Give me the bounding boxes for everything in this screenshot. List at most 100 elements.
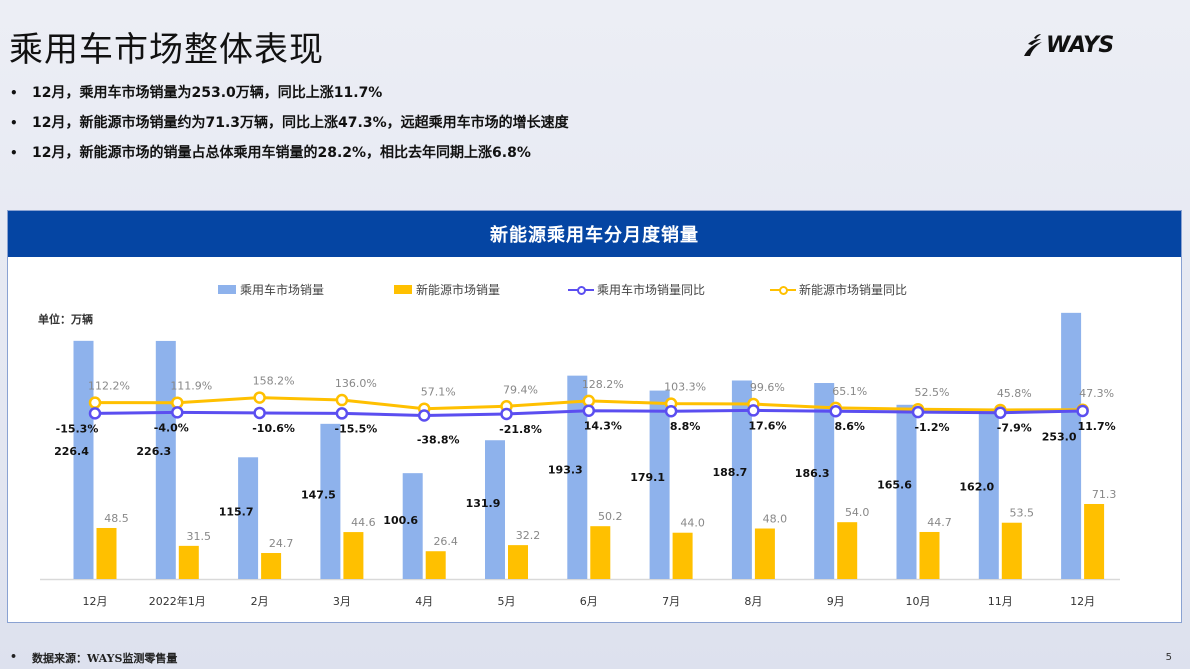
bar-label-nev: 54.0	[845, 506, 870, 519]
label-nev-yoy: 99.6%	[750, 381, 785, 394]
bar-nev-sales	[754, 528, 775, 579]
label-pv-yoy: -38.8%	[417, 433, 460, 446]
bar-nev-sales	[178, 545, 199, 579]
legend-line-marker-icon	[770, 285, 796, 295]
marker-nev-yoy	[582, 394, 596, 408]
bar-label-nev: 53.5	[1010, 507, 1035, 520]
label-nev-yoy: 136.0%	[335, 377, 377, 390]
marker-pv-yoy	[829, 404, 842, 418]
marker-pv-yoy	[335, 407, 349, 420]
bar-nev-sales	[425, 551, 446, 579]
label-pv-yoy: 11.7%	[1078, 420, 1116, 433]
bar-pv-sales	[896, 404, 917, 579]
bar-label-pv: 188.7	[713, 466, 748, 479]
legend-item-nev-sales: 新能源市场销量	[394, 281, 500, 298]
bar-label-nev: 44.0	[680, 517, 705, 530]
bar-label-pv: 162.0	[959, 480, 994, 493]
ways-logo-icon	[1024, 34, 1042, 56]
bar-label-nev: 50.2	[598, 510, 623, 523]
page-title: 乘用车市场整体表现	[9, 30, 324, 70]
legend-label: 乘用车市场销量同比	[597, 283, 706, 297]
marker-pv-yoy	[582, 404, 596, 417]
chart-panel: 新能源乘用车分月度销量 乘用车市场销量 新能源市场销量 乘用车市场销量同比 新能…	[7, 210, 1182, 623]
label-nev-yoy: 103.3%	[664, 381, 706, 394]
bullet-text: 12月，新能源市场销量约为71.3万辆，同比上涨47.3%，远超乘用车市场的增长…	[32, 115, 569, 131]
x-tick-label: 6月	[580, 595, 598, 608]
x-tick-label: 12月	[1070, 595, 1095, 608]
bar-nev-sales	[672, 532, 693, 579]
x-tick-label: 3月	[333, 595, 351, 608]
combo-chart-plot: 226.4 48.5 12月 226.3 31.5 2022年1月 115.7 24.7 2月 1…	[40, 312, 1120, 608]
label-pv-yoy: -15.5%	[335, 422, 378, 435]
bar-label-pv: 226.3	[136, 445, 171, 458]
unit-label: 单位：万辆	[38, 313, 93, 326]
legend-item-nev-yoy: 新能源市场销量同比	[770, 281, 907, 298]
bar-label-pv: 186.3	[795, 467, 830, 480]
bullet-item: • 12月，乘用车市场销量为253.0万辆，同比上涨11.7%	[10, 85, 383, 101]
x-tick-label: 12月	[83, 595, 108, 608]
legend-label: 乘用车市场销量	[240, 283, 325, 297]
bar-pv-sales	[73, 340, 94, 579]
bar-pv-sales	[978, 408, 999, 579]
logo-text: WAYS	[1046, 32, 1114, 58]
summary-bullets: • 12月，乘用车市场销量为253.0万辆，同比上涨11.7% • 12月，新能源市…	[10, 86, 569, 176]
bar-pv-sales	[814, 383, 835, 579]
bullet-text: 12月，乘用车市场销量为253.0万辆，同比上涨11.7%	[32, 85, 383, 101]
x-tick-label: 2022年1月	[149, 594, 206, 608]
label-pv-yoy: -10.6%	[252, 422, 295, 435]
bar-nev-sales	[590, 526, 611, 579]
bar-label-pv: 165.6	[877, 478, 912, 491]
page-number: 5	[1165, 652, 1172, 663]
marker-pv-yoy	[664, 404, 678, 418]
bullet-item: • 12月，新能源市场销量约为71.3万辆，同比上涨47.3%，远超乘用车市场的增…	[10, 115, 569, 131]
marker-pv-yoy	[994, 406, 1007, 419]
x-tick-label: 9月	[827, 595, 845, 608]
label-pv-yoy: -1.2%	[914, 421, 949, 434]
label-pv-yoy: 14.3%	[584, 420, 622, 433]
label-nev-yoy: 57.1%	[421, 386, 456, 399]
bar-label-nev: 44.6	[351, 516, 376, 529]
bar-pv-sales	[320, 423, 341, 579]
legend-swatch	[218, 285, 236, 294]
ways-logo: WAYS	[1022, 32, 1114, 58]
bar-pv-sales	[402, 473, 423, 579]
x-tick-label: 7月	[662, 595, 680, 608]
legend-label: 新能源市场销量	[416, 283, 501, 297]
chart-legend: 乘用车市场销量 新能源市场销量 乘用车市场销量同比 新能源市场销量同比	[8, 281, 1181, 297]
marker-pv-yoy	[417, 409, 431, 422]
label-pv-yoy: 17.6%	[748, 419, 786, 432]
bar-nev-sales	[837, 522, 858, 579]
bar-label-nev: 32.2	[516, 529, 541, 542]
marker-pv-yoy	[253, 406, 266, 420]
label-nev-yoy: 112.2%	[88, 380, 130, 393]
marker-nev-yoy	[253, 391, 266, 404]
x-tick-label: 11月	[988, 595, 1013, 608]
x-tick-label: 2月	[251, 595, 269, 608]
bar-pv-sales	[155, 340, 176, 579]
bar-label-nev: 31.5	[187, 530, 212, 543]
bar-label-pv: 115.7	[219, 506, 254, 519]
x-tick-label: 10月	[906, 595, 931, 608]
label-pv-yoy: -21.8%	[499, 423, 542, 436]
bar-label-nev: 48.5	[104, 512, 129, 525]
marker-pv-yoy	[88, 407, 102, 420]
bar-label-nev: 24.7	[269, 537, 294, 550]
marker-nev-yoy	[335, 393, 349, 407]
bar-nev-sales	[1001, 522, 1022, 579]
chart-title: 新能源乘用车分月度销量	[8, 211, 1181, 257]
label-nev-yoy: 128.2%	[582, 378, 624, 391]
bar-label-nev: 71.3	[1092, 488, 1117, 501]
bar-nev-sales	[343, 532, 364, 579]
data-source-text: 数据来源：WAYS监测零售量	[32, 652, 178, 665]
bar-nev-sales	[261, 553, 282, 579]
legend-label: 新能源市场销量同比	[799, 283, 908, 297]
bar-label-pv: 147.5	[301, 488, 336, 501]
bullet-item: • 12月，新能源市场的销量占总体乘用车销量的28.2%，相比去年同期上涨6.8%	[10, 145, 531, 161]
x-tick-label: 4月	[415, 595, 433, 608]
marker-pv-yoy	[747, 404, 760, 417]
bar-nev-sales	[508, 545, 528, 579]
marker-pv-yoy	[911, 405, 925, 419]
label-nev-yoy: 79.4%	[503, 383, 538, 396]
x-tick-label: 5月	[498, 595, 516, 608]
legend-item-pv-yoy: 乘用车市场销量同比	[568, 281, 705, 298]
